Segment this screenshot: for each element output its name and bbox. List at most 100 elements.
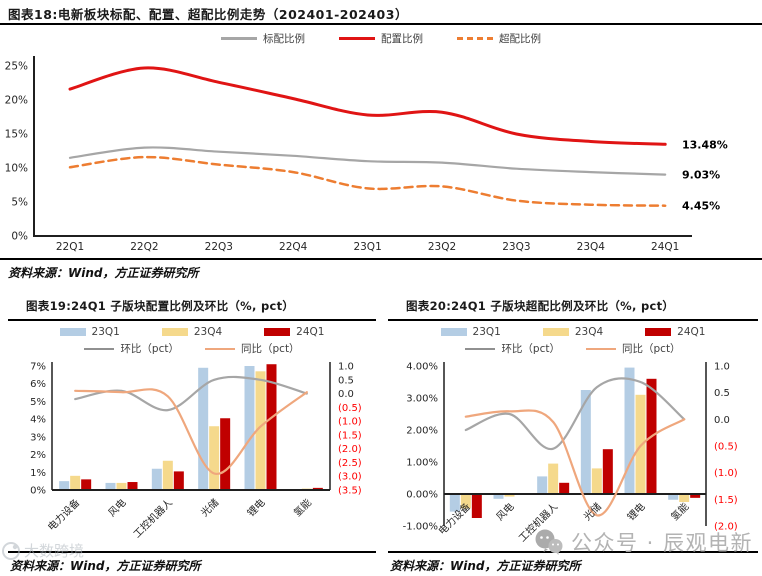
orange-line-swatch <box>205 347 235 350</box>
legend-item-biaopei: 标配比例 <box>221 31 305 46</box>
svg-text:-1.00%: -1.00% <box>403 522 438 533</box>
svg-text:22Q4: 22Q4 <box>279 241 308 253</box>
svg-text:7%: 7% <box>30 362 46 373</box>
gray-line-swatch <box>465 347 496 350</box>
svg-text:4.00%: 4.00% <box>406 362 438 373</box>
svg-text:(1.0): (1.0) <box>714 468 738 479</box>
legend-item-peizhi: 配置比例 <box>339 31 423 46</box>
svg-text:(3.5): (3.5) <box>338 486 362 497</box>
svg-text:9.03%: 9.03% <box>682 169 720 182</box>
gray-line-swatch <box>84 347 115 350</box>
svg-text:4.45%: 4.45% <box>682 200 720 213</box>
figure19-chart: 7% 6% 5% 4% 3% 2% 1% 0% 1.0 0.5 0.0 (0.5) (1.0) (1.5)… <box>30 362 362 541</box>
globe-logo-icon <box>2 541 20 560</box>
svg-text:0.5: 0.5 <box>714 388 730 399</box>
watermark-text: 公众号 · 辰观电新 <box>571 531 754 555</box>
legend-label: 超配比例 <box>499 33 541 45</box>
figure18-source: 资料来源：Wind，方正证券研究所 <box>8 266 199 280</box>
legend-item-23q4: 23Q4 <box>542 326 604 338</box>
svg-text:5%: 5% <box>11 197 28 209</box>
svg-text:24Q1: 24Q1 <box>651 241 679 253</box>
figure20-source: 资料来源：Wind，方正证券研究所 <box>388 551 758 576</box>
svg-text:锂电: 锂电 <box>624 500 647 523</box>
yellow-bar-swatch <box>542 328 569 336</box>
svg-text:6%: 6% <box>30 379 46 390</box>
legend-label: 23Q4 <box>574 326 604 338</box>
svg-text:氢能: 氢能 <box>668 500 691 523</box>
svg-text:0.0: 0.0 <box>338 389 354 400</box>
svg-text:(1.5): (1.5) <box>338 430 362 441</box>
svg-text:光储: 光储 <box>581 500 604 523</box>
svg-text:2.00%: 2.00% <box>406 426 438 437</box>
legend-item-24q1: 24Q1 <box>645 326 705 338</box>
legend-label: 同比（pct） <box>622 343 681 355</box>
svg-text:(2.0): (2.0) <box>338 444 362 455</box>
svg-text:风电: 风电 <box>105 496 128 519</box>
legend-label: 23Q1 <box>472 326 501 338</box>
svg-text:(2.5): (2.5) <box>338 458 362 469</box>
watermark-logo: 大数跨境 <box>1 540 84 561</box>
figure20-legend-lines: 环比（pct） 同比（pct） <box>388 341 758 356</box>
blue-bar-swatch <box>59 328 86 336</box>
svg-text:(3.0): (3.0) <box>338 472 362 483</box>
legend-item-23q1: 23Q1 <box>59 326 120 338</box>
legend-label: 环比（pct） <box>501 343 560 355</box>
figure19-legend-lines: 环比（pct） 同比（pct） <box>8 341 376 356</box>
figure20-chart: 4.00% 3.00% 2.00% 1.00% 0.00% -1.00% 1.0 0.5 0.0… <box>403 362 738 545</box>
svg-text:工控机器人: 工控机器人 <box>130 496 175 541</box>
svg-text:0%: 0% <box>11 231 28 243</box>
blue-bar-swatch <box>440 328 467 336</box>
svg-text:2%: 2% <box>30 450 46 461</box>
red-line-swatch <box>339 37 375 40</box>
orange-line-swatch <box>586 347 616 350</box>
svg-text:电力设备: 电力设备 <box>45 496 82 533</box>
legend-item-tongbi: 同比（pct） <box>586 341 681 356</box>
svg-text:0%: 0% <box>30 486 46 497</box>
legend-label: 24Q1 <box>296 326 325 338</box>
svg-text:3%: 3% <box>30 432 46 443</box>
svg-text:0.0: 0.0 <box>714 415 730 426</box>
gray-line-swatch <box>221 37 257 40</box>
svg-text:10%: 10% <box>5 163 28 175</box>
svg-text:(0.5): (0.5) <box>338 403 362 414</box>
figure19-title: 图表19:24Q1 子版块配置比例及环比（%, pct） <box>8 296 376 321</box>
svg-text:22Q2: 22Q2 <box>130 241 158 253</box>
legend-item-huanbi: 环比（pct） <box>84 341 179 356</box>
figure20-title: 图表20:24Q1 子版块超配比例及环比（%, pct） <box>388 296 758 321</box>
figure18-legend: 标配比例 配置比例 超配比例 <box>0 31 762 46</box>
svg-text:(1.5): (1.5) <box>714 495 738 506</box>
svg-text:13.48%: 13.48% <box>682 138 728 151</box>
figure18-title-rule <box>0 23 762 25</box>
darkred-bar-swatch <box>264 328 291 336</box>
legend-label: 24Q1 <box>677 326 706 338</box>
svg-text:5%: 5% <box>30 397 46 408</box>
legend-label: 同比（pct） <box>241 343 300 355</box>
svg-text:23Q4: 23Q4 <box>577 241 606 253</box>
legend-item-huanbi: 环比（pct） <box>465 341 560 356</box>
legend-item-24q1: 24Q1 <box>264 326 324 338</box>
svg-text:0.00%: 0.00% <box>406 490 438 501</box>
figure20-legend-bars: 23Q1 23Q4 24Q1 <box>388 326 758 338</box>
svg-text:4%: 4% <box>30 415 46 426</box>
svg-text:3.00%: 3.00% <box>406 394 438 405</box>
svg-text:(1.0): (1.0) <box>338 417 362 428</box>
legend-item-chaopei: 超配比例 <box>457 31 541 46</box>
yellow-bar-swatch <box>161 328 188 336</box>
figure19-legend-bars: 23Q1 23Q4 24Q1 <box>8 326 376 338</box>
svg-text:0.5: 0.5 <box>338 375 354 386</box>
legend-item-23q4: 23Q4 <box>161 326 222 338</box>
svg-text:氢能: 氢能 <box>291 496 314 519</box>
svg-text:20%: 20% <box>5 95 28 107</box>
svg-text:15%: 15% <box>5 129 28 141</box>
legend-label: 配置比例 <box>381 33 423 45</box>
svg-text:(2.0): (2.0) <box>714 522 738 533</box>
svg-text:风电: 风电 <box>493 500 516 523</box>
figure18-chart: 0% 5% 10% 15% 20% 25% 22Q1 22Q2 22Q3 22Q4 23Q1 23Q2… <box>5 56 728 253</box>
legend-item-tongbi: 同比（pct） <box>205 341 300 356</box>
wechat-icon <box>535 529 563 555</box>
svg-text:1.00%: 1.00% <box>406 458 438 469</box>
darkred-bar-swatch <box>645 328 672 336</box>
svg-text:23Q1: 23Q1 <box>353 241 381 253</box>
legend-label: 标配比例 <box>263 33 305 45</box>
legend-label: 环比（pct） <box>120 343 179 355</box>
